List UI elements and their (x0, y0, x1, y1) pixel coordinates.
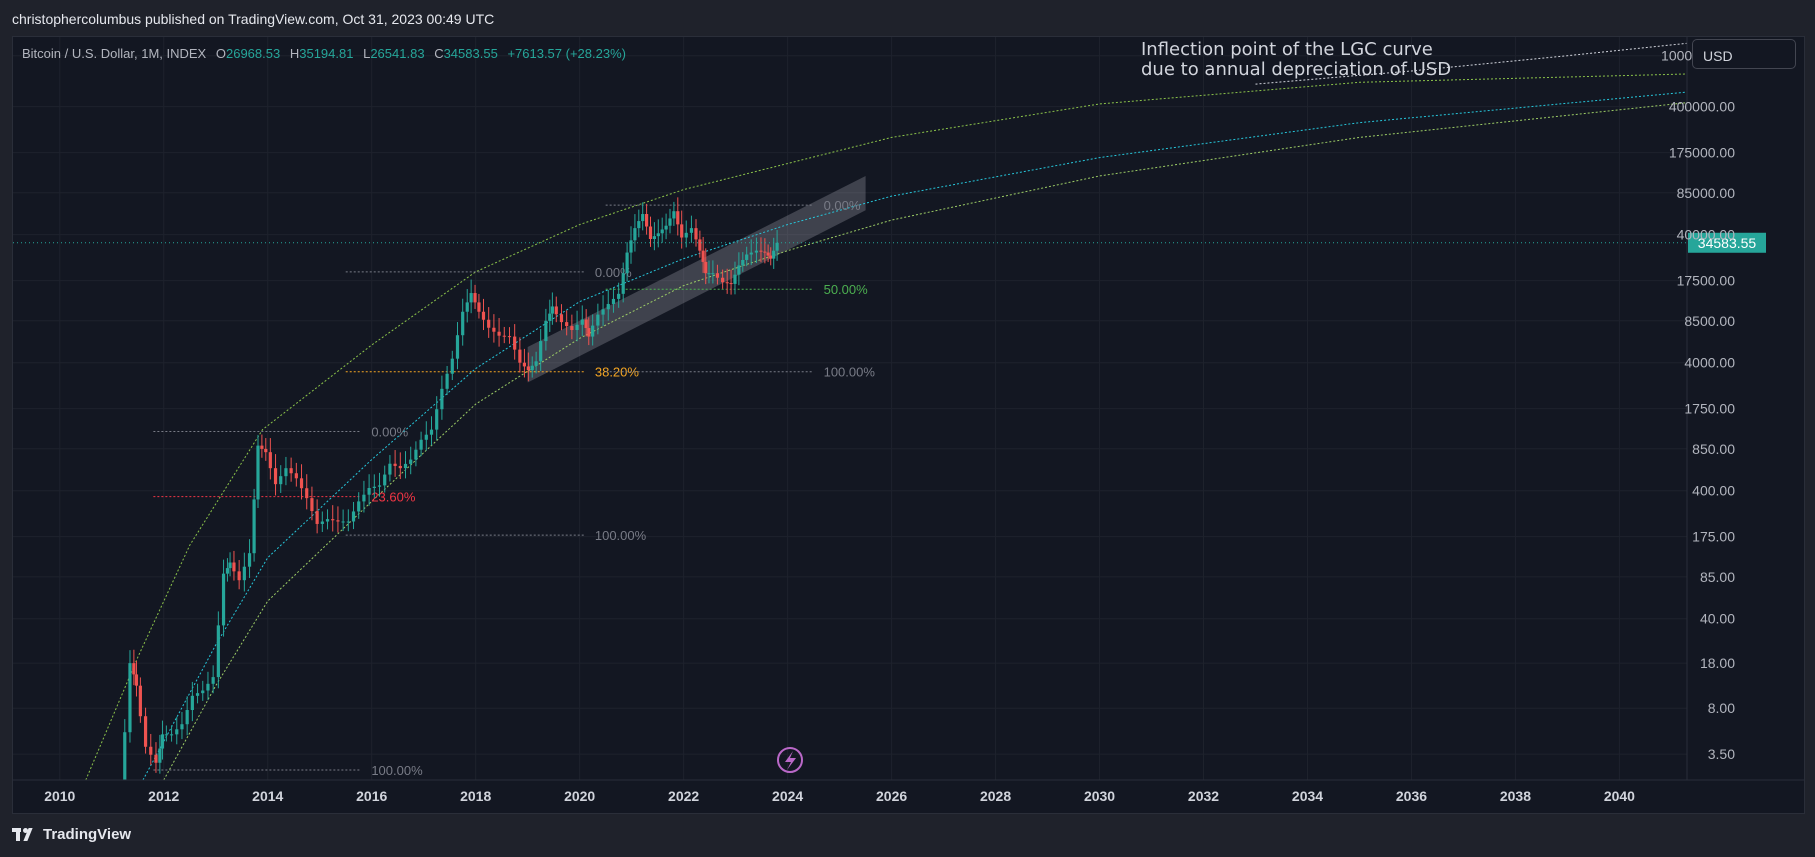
high-value: 35194.81 (299, 46, 354, 61)
publish-info: christophercolumbus published on Trading… (12, 11, 495, 27)
annotation-line-1: Inflection point of the LGC curve (1141, 39, 1433, 60)
publish-header: christophercolumbus published on Trading… (0, 0, 1815, 36)
high-label: H (289, 46, 300, 61)
tradingview-brand[interactable]: TradingView (12, 826, 131, 843)
open-label: O (215, 46, 226, 61)
low-value: 26541.83 (370, 46, 425, 61)
symbol-legend: Bitcoin / U.S. Dollar, 1M, INDEX O26968.… (22, 46, 626, 61)
symbol-name[interactable]: Bitcoin / U.S. Dollar, 1M, INDEX (22, 46, 207, 61)
change-value: +7613.57 (+28.23%) (507, 46, 626, 61)
open-value: 26968.53 (225, 46, 281, 61)
close-label: C (434, 46, 444, 61)
low-label: L (363, 46, 371, 61)
brand-name: TradingView (43, 826, 132, 843)
currency-button[interactable]: USD (1692, 39, 1796, 69)
chart-annotation[interactable]: Inflection point of the LGC curve due to… (1141, 40, 1451, 80)
annotation-line-2: due to annual depreciation of USD (1141, 59, 1452, 80)
tradingview-logo-icon (12, 827, 38, 842)
chart-pane[interactable] (12, 36, 1805, 814)
close-value: 34583.55 (443, 46, 498, 61)
footer: TradingView (0, 814, 1815, 857)
